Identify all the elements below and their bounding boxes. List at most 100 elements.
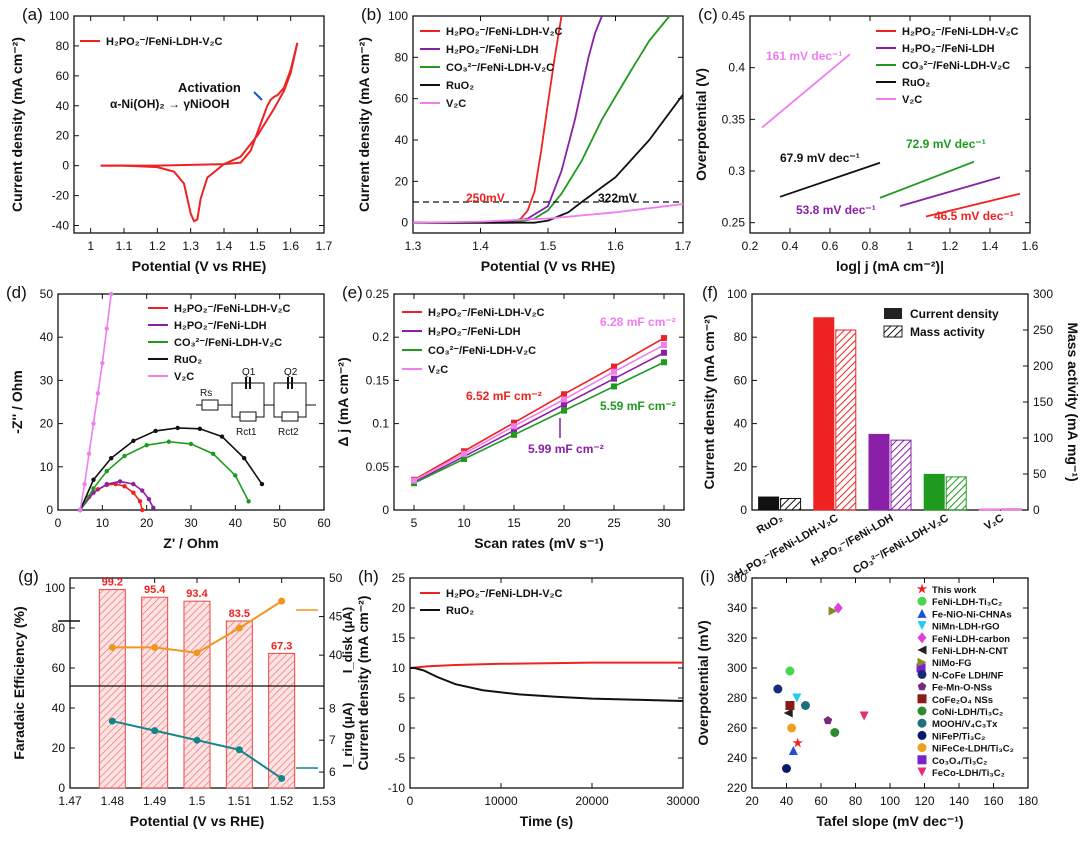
nyquist-point <box>144 443 149 448</box>
data-point <box>823 716 833 725</box>
legend-entry: H₂PO₂⁻/FeNi-LDH-V₂C <box>446 588 562 600</box>
cv-curve-cathodic <box>100 42 299 223</box>
nyquist-point <box>82 481 87 487</box>
x-tick-label: 0.2 <box>742 239 759 253</box>
y-tick-label: 40 <box>40 330 54 344</box>
x-tick-label: 100 <box>880 794 900 808</box>
resistor-rct <box>239 411 257 422</box>
legend-entry: Fe-NiO-Ni-CHNAs <box>932 609 1012 620</box>
nyquist-point <box>91 477 96 482</box>
x-tick-label: 1.48 <box>101 794 125 808</box>
y-tick-label: 100 <box>727 287 747 301</box>
tafel-line <box>899 176 1001 207</box>
x-tick-label: 10 <box>96 516 110 530</box>
cdl-point <box>511 431 517 438</box>
nyquist-point <box>137 499 143 504</box>
y-tick-label: 340 <box>727 601 747 615</box>
legend-entry: NiFeCe-LDH/Ti₃C₂ <box>932 744 1014 755</box>
y-axis-label: Faradaic Efficiency (%) <box>11 606 27 759</box>
stability-curve <box>409 661 683 669</box>
i-disk-axis-label: I_disk (μA) <box>340 607 355 673</box>
nyquist-point <box>219 434 225 439</box>
y-tick-label: 10 <box>40 460 54 474</box>
y-tick-label: 10 <box>392 661 406 675</box>
y-tick-label: 100 <box>49 9 69 23</box>
nyquist-fit <box>79 440 250 511</box>
slope-label: 53.8 mV dec⁻¹ <box>796 203 876 217</box>
x-tick-label: 80 <box>849 794 863 808</box>
nyquist-point <box>122 484 127 489</box>
panel-a: 1 1.1 1.2 1.3 1.4 1.5 1.6 1.7 -40 -20 0 20 40 60 80 100… <box>9 5 333 274</box>
nyquist-point <box>117 479 123 484</box>
x-tick-label: 60 <box>814 794 828 808</box>
y-axis-label: Current density (mA cm⁻²) <box>9 37 25 212</box>
y-tick-label: 0.2 <box>372 330 389 344</box>
y2-tick-label: 6 <box>329 765 336 779</box>
x-tick-label: 20 <box>745 794 759 808</box>
i-ring-axis-label: I_ring (μA) <box>340 702 355 767</box>
y-tick-label: 0.05 <box>366 460 390 474</box>
legend-marker <box>917 743 927 753</box>
y-tick-label: 0.35 <box>722 112 746 126</box>
nyquist-point <box>86 451 92 457</box>
panel-label: (f) <box>702 283 718 302</box>
x-tick-label: 1 <box>87 239 94 253</box>
data-point <box>792 693 802 703</box>
legend-entry: Mass activity <box>910 325 985 339</box>
y-tick-label: 0.25 <box>366 287 390 301</box>
legend-entry: RuO₂ <box>446 605 474 617</box>
y-tick-label: 0.25 <box>722 216 746 230</box>
nyquist-point <box>140 507 145 513</box>
nyquist-point <box>104 468 109 474</box>
tafel-line <box>925 192 1021 218</box>
nyquist-point <box>233 473 238 478</box>
x-tick-label: 160 <box>983 794 1003 808</box>
x-tick-label: 60 <box>317 516 331 530</box>
cdl-point <box>411 477 417 484</box>
legend-marker <box>917 755 927 765</box>
bar-mass-activity <box>1000 508 1022 511</box>
y2-tick-label: 200 <box>1033 359 1053 373</box>
cdl-point <box>511 427 517 434</box>
lsv-curve <box>412 203 684 224</box>
legend-entry: H₂PO₂⁻/FeNi-LDH-V₂C <box>446 26 562 38</box>
legend-marker <box>917 718 927 728</box>
x-tick-label: 1.51 <box>228 794 252 808</box>
cdl-point <box>461 450 467 457</box>
y-tick-label: 20 <box>52 741 66 755</box>
faradaic-value-label: 93.4 <box>186 588 208 600</box>
x-tick-label: 1.7 <box>675 239 692 253</box>
x-tick-label: 1.4 <box>216 239 233 253</box>
legend-marker <box>916 583 928 594</box>
y-tick-label: 50 <box>40 287 54 301</box>
legend-entry: H₂PO₂⁻/FeNi-LDH-V₂C <box>902 26 1018 38</box>
x-tick-label: 1.6 <box>1022 239 1039 253</box>
x-tick-label: 0.8 <box>862 239 879 253</box>
y-tick-label: 280 <box>727 691 747 705</box>
data-point <box>782 764 791 773</box>
y-axis-label: Current density (mA cm⁻²) <box>355 596 371 771</box>
nyquist-point <box>122 453 127 459</box>
y-tick-label: 300 <box>727 661 747 675</box>
x-tick-label: 1.3 <box>182 239 199 253</box>
y-axis-label: Overpotential (V) <box>693 68 709 181</box>
bar-faradaic-hatch <box>99 589 126 788</box>
legend-marker <box>917 669 927 679</box>
x-tick-label: 1.1 <box>116 239 133 253</box>
x-tick-label: 0 <box>55 516 62 530</box>
plot-frame <box>749 15 1031 234</box>
nyquist-point <box>146 497 152 502</box>
legend-swatch-solid <box>884 308 902 319</box>
cdl-point <box>511 419 517 426</box>
x-tick-label: 1.3 <box>405 239 422 253</box>
y-tick-label: 360 <box>727 571 747 585</box>
legend-entry: FeNi-LDH-N-CNT <box>932 646 1008 657</box>
legend-marker <box>917 730 927 740</box>
y-tick-label: 80 <box>734 330 748 344</box>
panel-f: 0 20 40 60 80 100 0 50 100 150 200 250 300 Current de… <box>701 283 1080 581</box>
x-tick-label: 1 <box>907 239 914 253</box>
legend-entry: CoNi-LDH/Ti₃C₂ <box>932 707 1003 718</box>
i-disk-point <box>235 624 243 632</box>
x-tick-label: 1.6 <box>282 239 299 253</box>
slope-label: 67.9 mV dec⁻¹ <box>780 151 860 165</box>
